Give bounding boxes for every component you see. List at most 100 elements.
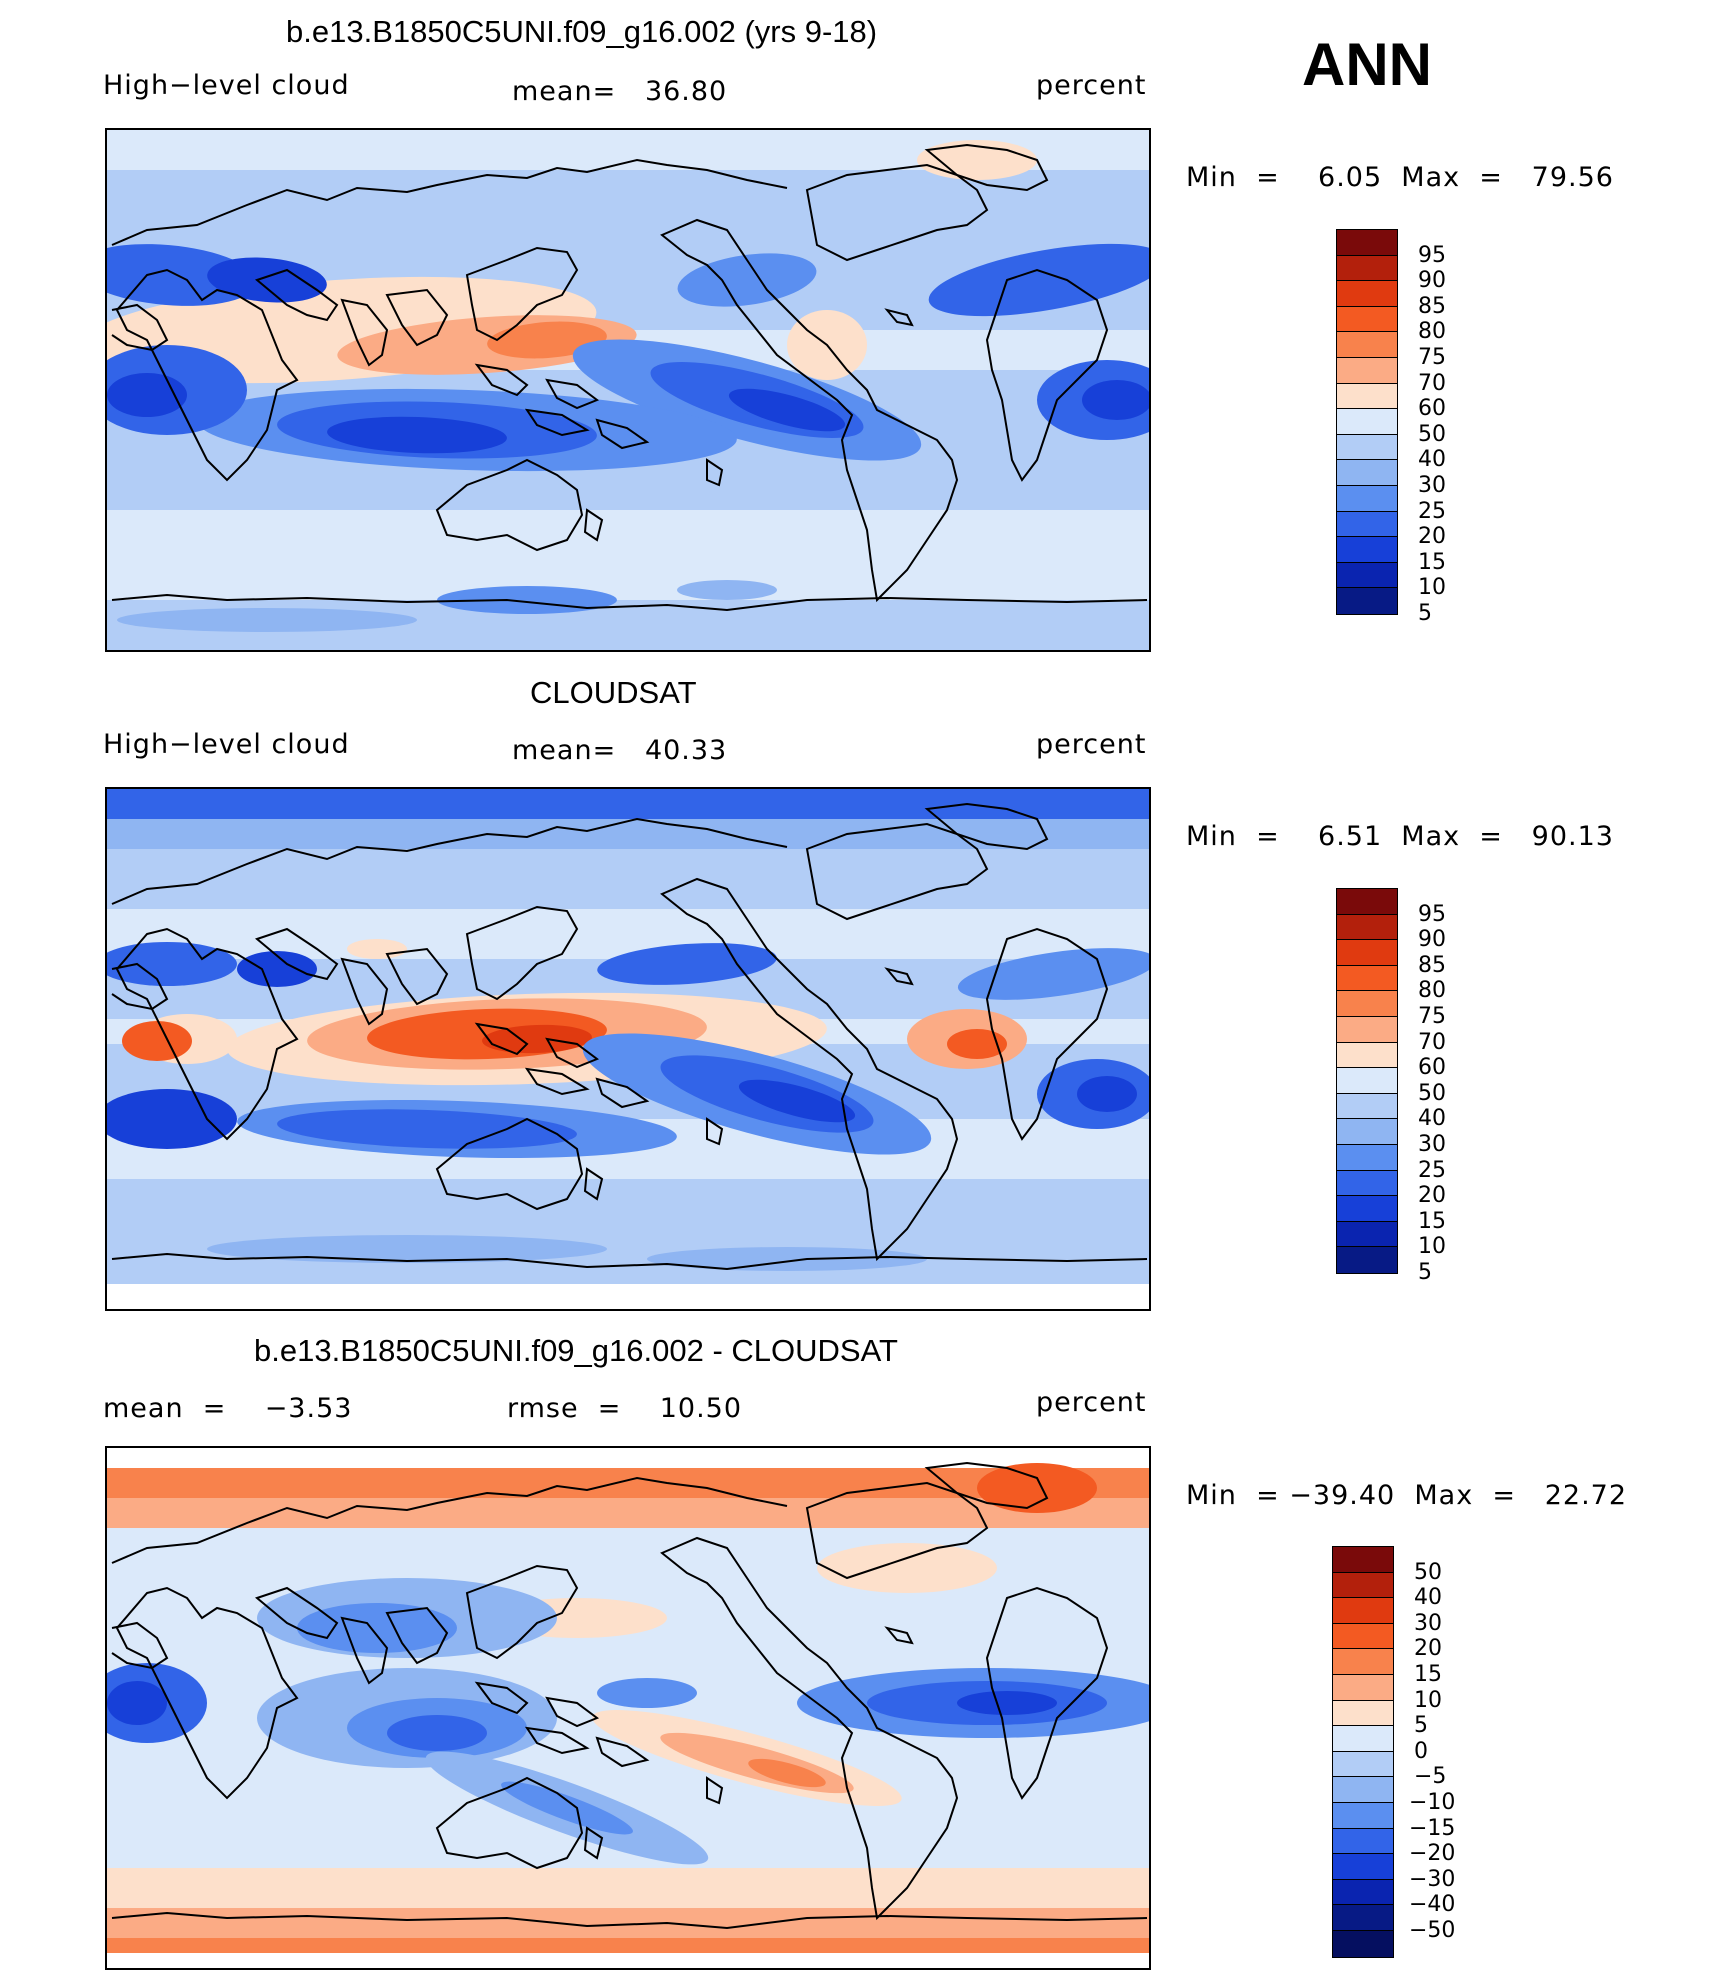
colorbar-tick-label: 15: [1414, 1662, 1442, 1687]
colorbar-tick-label: 75: [1418, 1004, 1446, 1029]
colorbar-tick-label: 60: [1418, 1055, 1446, 1081]
colorbar-swatch: [1337, 306, 1397, 333]
colorbar-tick-label: 5: [1418, 601, 1432, 626]
colorbar-tick-label: 30: [1418, 1132, 1446, 1157]
colorbar-boxes: [1332, 1546, 1394, 1958]
colorbar-swatch: [1333, 1828, 1393, 1855]
colorbar-tick-label: −15: [1409, 1815, 1456, 1841]
colorbar-swatch: [1333, 1777, 1393, 1803]
colorbar-swatch: [1333, 1547, 1393, 1573]
colorbar-tick-label: 50: [1414, 1559, 1442, 1585]
colorbar-swatch: [1333, 1751, 1393, 1778]
colorbar-swatch: [1337, 889, 1397, 915]
colorbar-tick-label: 80: [1418, 319, 1446, 345]
colorbar-swatch: [1333, 1930, 1393, 1957]
colorbar-tick-label: 80: [1418, 978, 1446, 1004]
colorbar-swatch: [1333, 1854, 1393, 1880]
colorbar-swatch: [1333, 1905, 1393, 1931]
colorbar-tick-label: 50: [1418, 1080, 1446, 1106]
colorbar-swatch: [1337, 1170, 1397, 1197]
variable-label: High−level cloud: [103, 729, 350, 760]
colorbar-tick-label: 70: [1418, 370, 1446, 396]
colorbar-tick-label: −10: [1409, 1790, 1456, 1815]
colorbar-tick-label: 85: [1418, 952, 1446, 978]
mean-label: mean = −3.53: [103, 1393, 353, 1424]
colorbar-swatch: [1337, 991, 1397, 1017]
colorbar-tick-label: 85: [1418, 293, 1446, 319]
colorbar-tick-label: 30: [1414, 1610, 1442, 1636]
colorbar-tick-label: 40: [1418, 447, 1446, 473]
colorbar-tick-label: 20: [1418, 524, 1446, 550]
panel-title: b.e13.B1850C5UNI.f09_g16.002 (yrs 9-18): [286, 14, 878, 49]
min-max-label: Min = 6.05 Max = 79.56: [1186, 162, 1614, 193]
colorbar-tick-label: 40: [1418, 1106, 1446, 1132]
min-max-label: Min = −39.40 Max = 22.72: [1186, 1480, 1628, 1511]
colorbar-swatch: [1333, 1726, 1393, 1752]
colorbar-swatch: [1337, 1093, 1397, 1120]
colorbar-swatch: [1333, 1623, 1393, 1650]
colorbar-swatch: [1337, 1068, 1397, 1094]
units-label: percent: [1036, 70, 1147, 101]
colorbar-swatch: [1337, 1042, 1397, 1069]
colorbar-tick-label: 70: [1418, 1029, 1446, 1055]
colorbar-swatch: [1337, 940, 1397, 966]
rmse-label: rmse = 10.50: [507, 1393, 743, 1424]
colorbar-swatch: [1337, 332, 1397, 358]
colorbar-swatch: [1333, 1674, 1393, 1701]
colorbar-swatch: [1337, 562, 1397, 589]
colorbar-swatch: [1337, 383, 1397, 410]
colorbar-tick-label: 5: [1414, 1713, 1428, 1739]
colorbar-swatch: [1337, 511, 1397, 538]
colorbar-tick-label: 95: [1418, 242, 1446, 268]
colorbar-tick-label: 25: [1418, 498, 1446, 524]
colorbar-swatch: [1333, 1700, 1393, 1727]
colorbar-swatch: [1337, 1016, 1397, 1043]
colorbar-tick-label: 30: [1418, 473, 1446, 498]
variable-label: High−level cloud: [103, 70, 350, 101]
colorbar-swatch: [1337, 1119, 1397, 1145]
colorbar-swatch: [1337, 409, 1397, 435]
map-panel-obs: [105, 787, 1151, 1311]
colorbar-tick-label: 10: [1418, 575, 1446, 601]
colorbar-tick-label: 40: [1414, 1585, 1442, 1611]
colorbar-swatch: [1333, 1572, 1393, 1599]
colorbar-tick-label: 75: [1418, 345, 1446, 370]
colorbar-swatch: [1333, 1598, 1393, 1624]
colorbar-swatch: [1337, 281, 1397, 307]
colorbar-tick-label: 10: [1418, 1234, 1446, 1260]
colorbar-tick-label: 60: [1418, 396, 1446, 422]
colorbar-swatch: [1337, 255, 1397, 282]
colorbar-swatch: [1337, 460, 1397, 486]
map-panel-model: [105, 128, 1151, 652]
colorbar-swatch: [1337, 230, 1397, 256]
colorbar-tick-label: 15: [1418, 1208, 1446, 1234]
colorbar-tick-label: 10: [1414, 1687, 1442, 1713]
colorbar-swatch: [1337, 1196, 1397, 1222]
colorbar-swatch: [1333, 1879, 1393, 1906]
colorbar-tick-label: 20: [1414, 1636, 1442, 1662]
colorbar-tick-label: 90: [1418, 927, 1446, 953]
colorbar-tick-label: 90: [1418, 268, 1446, 294]
colorbar-tick-label: 25: [1418, 1157, 1446, 1183]
season-label: ANN: [1302, 31, 1432, 98]
colorbar-tick-label: 50: [1418, 421, 1446, 447]
panel-title: b.e13.B1850C5UNI.f09_g16.002 - CLOUDSAT: [254, 1333, 898, 1368]
colorbar-swatch: [1333, 1802, 1393, 1829]
mean-label: mean= 40.33: [512, 735, 728, 766]
colorbar-swatch: [1333, 1649, 1393, 1675]
units-label: percent: [1036, 1387, 1147, 1418]
colorbar-swatch: [1337, 965, 1397, 992]
colorbar-tick-label: −50: [1409, 1918, 1456, 1943]
units-label: percent: [1036, 729, 1147, 760]
colorbar-swatch: [1337, 588, 1397, 614]
colorbar-tick-label: 0: [1414, 1738, 1428, 1764]
colorbar-swatch: [1337, 1247, 1397, 1273]
colorbar-swatch: [1337, 914, 1397, 941]
colorbar-tick-label: 5: [1418, 1260, 1432, 1285]
colorbar-swatch: [1337, 537, 1397, 563]
colorbar-tick-label: 15: [1418, 549, 1446, 575]
map-panel-diff: [105, 1446, 1151, 1970]
colorbar-swatch: [1337, 1144, 1397, 1171]
colorbar-tick-label: 95: [1418, 901, 1446, 927]
colorbar-swatch: [1337, 1221, 1397, 1248]
